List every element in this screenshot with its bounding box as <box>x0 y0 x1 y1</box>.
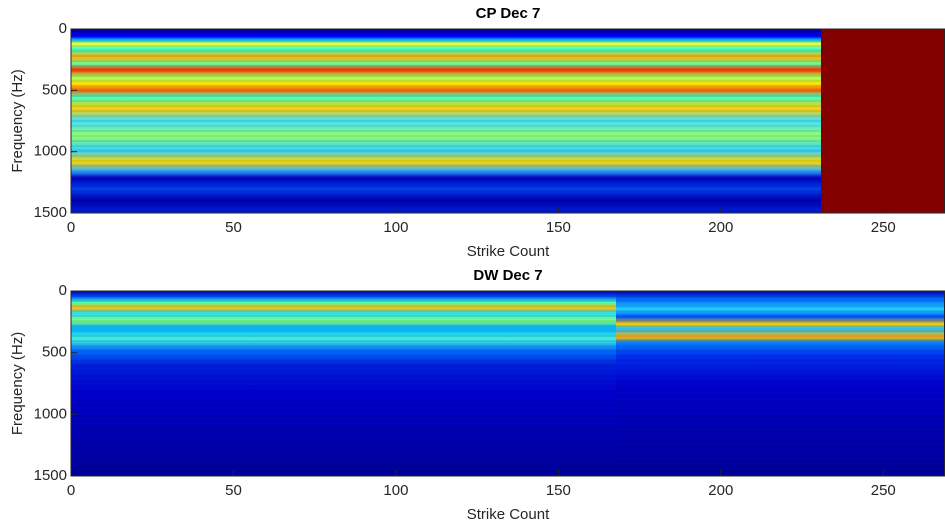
y-tick-label: 1000 <box>34 405 67 422</box>
y-tick-label: 500 <box>42 344 67 361</box>
y-tick-label: 500 <box>42 81 67 98</box>
x-tick-label: 0 <box>67 219 75 236</box>
x-tick-label: 50 <box>225 482 242 499</box>
x-axis-label: Strike Count <box>467 506 550 523</box>
x-tick-label: 250 <box>871 219 896 236</box>
x-tick-label: 100 <box>383 219 408 236</box>
y-tick-label: 0 <box>59 20 67 37</box>
chart-title: DW Dec 7 <box>473 267 542 284</box>
x-tick-label: 50 <box>225 219 242 236</box>
y-axis-label: Frequency (Hz) <box>9 332 26 435</box>
y-tick-label: 1000 <box>34 143 67 160</box>
y-tick-label: 0 <box>59 282 67 299</box>
x-tick-label: 150 <box>546 219 571 236</box>
x-axis-label: Strike Count <box>467 243 550 260</box>
x-tick-label: 100 <box>383 482 408 499</box>
x-tick-label: 200 <box>708 482 733 499</box>
x-tick-label: 200 <box>708 219 733 236</box>
x-tick-label: 250 <box>871 482 896 499</box>
y-tick-label: 1500 <box>34 467 67 484</box>
y-axis-label: Frequency (Hz) <box>9 69 26 172</box>
x-tick-label: 150 <box>546 482 571 499</box>
spectrogram-image <box>71 29 945 476</box>
x-tick-label: 0 <box>67 482 75 499</box>
chart-title: CP Dec 7 <box>476 5 541 22</box>
y-tick-label: 1500 <box>34 204 67 221</box>
